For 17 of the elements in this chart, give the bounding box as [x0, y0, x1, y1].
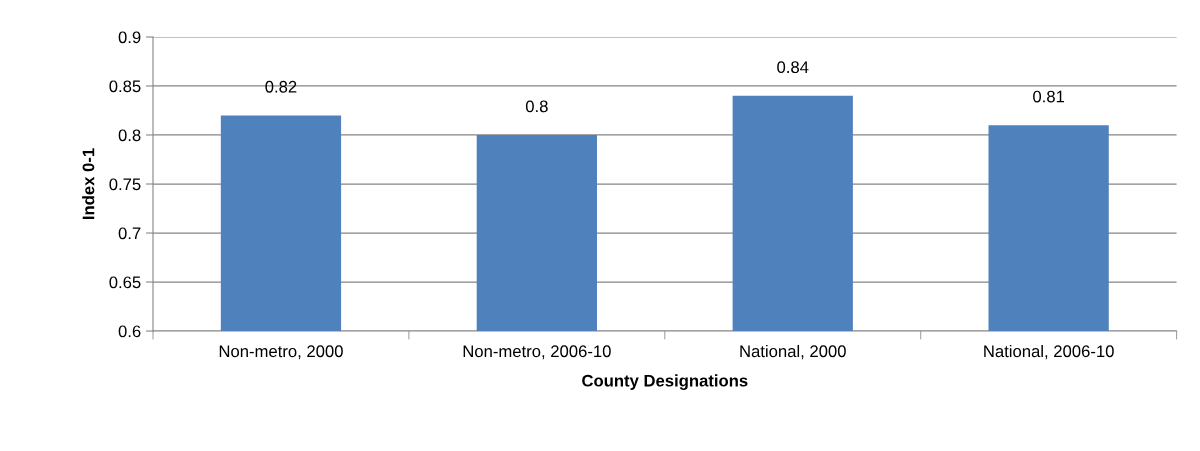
data-label: 0.81 — [1033, 90, 1065, 103]
y-axis-title: Index 0-1 — [82, 148, 95, 220]
y-tick-label: 0.8 — [118, 129, 141, 142]
y-tick-label: 0.9 — [118, 31, 141, 44]
x-tick-label: Non-metro, 2006-10 — [463, 345, 611, 360]
y-tick-label: 0.85 — [109, 80, 141, 93]
y-tick-label: 0.6 — [118, 325, 141, 338]
x-tick-label: National, 2006-10 — [984, 344, 1114, 360]
y-tick-label: 0.75 — [109, 178, 141, 191]
data-label: 0.82 — [265, 80, 297, 93]
x-tick-label: Non-metro, 2000 — [219, 345, 343, 360]
y-tick-label: 0.7 — [118, 227, 141, 240]
data-label: 0.84 — [777, 61, 809, 74]
data-label: 0.8 — [525, 100, 548, 113]
x-axis-title: County Designations — [582, 374, 748, 390]
x-tick-label: National, 2000 — [740, 344, 846, 360]
y-tick-label: 0.65 — [109, 276, 141, 289]
